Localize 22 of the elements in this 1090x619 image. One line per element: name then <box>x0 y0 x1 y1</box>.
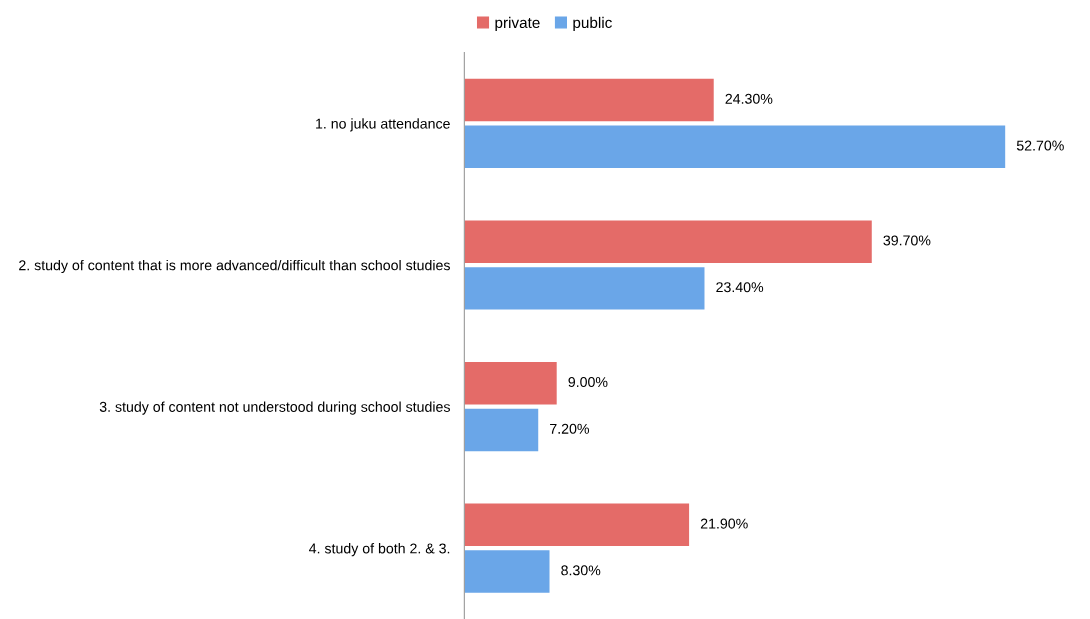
data-label: 7.20% <box>550 423 590 434</box>
legend-label: private <box>495 16 540 32</box>
data-label: 39.70% <box>883 235 931 246</box>
bar <box>464 125 1006 169</box>
data-label: 24.30% <box>725 93 773 104</box>
bar <box>464 408 539 452</box>
y-tick-label: 3. study of content not understood during school studies <box>99 401 450 415</box>
data-label: 9.00% <box>568 377 608 388</box>
y-tick-label: 1. no juku attendance <box>316 118 450 132</box>
bar <box>464 550 550 593</box>
y-tick-label: 4. study of both 2. & 3. <box>309 543 450 557</box>
data-label: 23.40% <box>716 282 764 293</box>
data-label: 8.30% <box>561 565 601 576</box>
bar <box>464 503 690 547</box>
legend-label: public <box>573 16 612 32</box>
data-label: 21.90% <box>700 518 748 529</box>
bar <box>464 362 557 405</box>
bar <box>464 78 714 122</box>
y-tick-label: 2. study of content that is more advanced/difficult than school studies <box>19 259 450 274</box>
bar <box>464 220 872 263</box>
data-label: 52.70% <box>1016 140 1064 151</box>
bar <box>464 267 705 310</box>
